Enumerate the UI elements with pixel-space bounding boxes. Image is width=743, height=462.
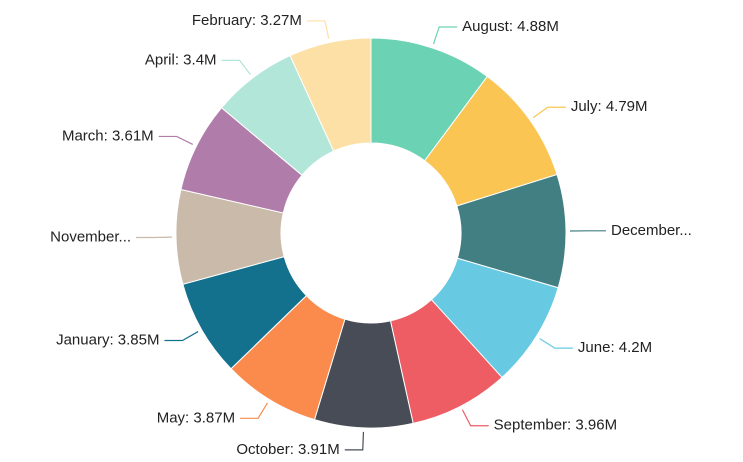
slice-label: August: 4.88M	[462, 18, 559, 35]
slice-label: May: 3.87M	[157, 409, 235, 426]
slice	[289, 37, 372, 152]
slice-label: September: 3.96M	[494, 417, 617, 434]
leader-line	[532, 106, 566, 119]
slice-label: October: 3.91M	[236, 441, 339, 458]
leader-line	[158, 135, 194, 145]
leader-line	[344, 431, 365, 451]
slice-label: March: 3.61M	[62, 127, 154, 144]
slice-label: June: 4.2M	[578, 339, 652, 356]
leader-line	[461, 409, 489, 427]
slice-label: July: 4.79M	[571, 98, 648, 115]
slice-label: December...	[611, 222, 692, 239]
slice-label: January: 3.85M	[56, 331, 159, 348]
leader-line	[432, 26, 458, 45]
leader-line	[539, 338, 573, 349]
slice-label: April: 3.4M	[145, 51, 217, 68]
leader-line	[164, 331, 199, 342]
slice-label: February: 3.27M	[192, 12, 302, 29]
leader-line	[240, 402, 268, 419]
leader-line	[221, 59, 251, 76]
leader-line	[306, 20, 330, 39]
slice-label: November...	[50, 228, 131, 245]
